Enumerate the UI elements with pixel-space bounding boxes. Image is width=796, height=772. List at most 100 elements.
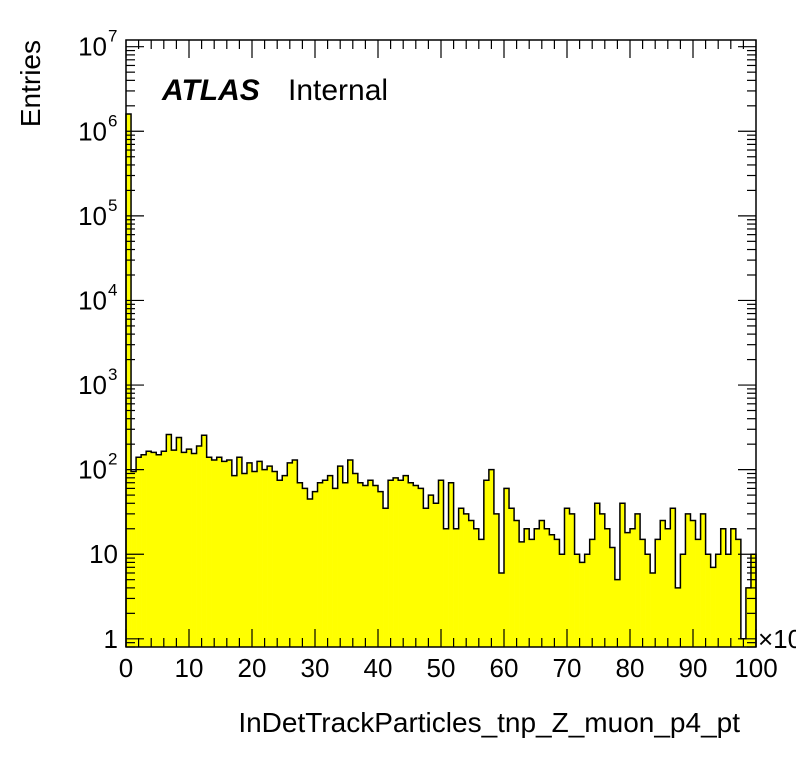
histogram-bin (327, 475, 333, 647)
histogram-bin (624, 532, 631, 647)
histogram-bin (216, 457, 223, 647)
histogram-bin (312, 491, 318, 647)
histogram-bin (483, 480, 490, 647)
histogram-bin (246, 462, 253, 647)
histogram-bin (488, 469, 495, 647)
histogram-bin (690, 520, 696, 647)
histogram-bin (297, 482, 303, 647)
histogram-bin (670, 508, 676, 647)
histogram-bin (478, 539, 485, 647)
histogram-bin (302, 488, 308, 647)
histogram-bin (211, 459, 218, 647)
x-tick-label: 50 (427, 653, 456, 683)
histogram-bin (750, 554, 757, 647)
histogram-bin (433, 503, 439, 647)
internal-label: Internal (288, 74, 388, 107)
histogram-bin (352, 473, 359, 647)
histogram-bin (252, 471, 258, 647)
x-tick-label: 20 (238, 653, 267, 683)
histogram-bin (438, 480, 444, 647)
histogram-bin (549, 534, 555, 647)
histogram-bin (473, 528, 480, 647)
histogram-bin (307, 498, 313, 647)
x-multiplier-label: ×10 (758, 624, 796, 654)
histogram-bin (574, 554, 580, 647)
histogram-bin (544, 528, 550, 647)
x-tick-label: 80 (616, 653, 645, 683)
y-tick-exponent: 6 (108, 111, 117, 130)
histogram-bin (267, 466, 273, 647)
histogram-bin (388, 480, 394, 647)
histogram-bin (292, 459, 298, 647)
histogram-bin (423, 508, 429, 647)
histogram-bin (493, 513, 500, 647)
histogram-bin (362, 485, 369, 647)
histogram-bin (277, 480, 283, 647)
histogram-bin (735, 539, 742, 647)
histogram-bin (146, 451, 152, 647)
histogram-bin (257, 461, 263, 647)
histogram-bin (554, 539, 560, 647)
histogram-bin (589, 539, 596, 647)
histogram-bin (131, 471, 137, 647)
histogram-bin (504, 488, 510, 647)
x-tick-labels: 0 10 20 30 40 50 60 70 80 90 100 (119, 653, 778, 683)
histogram-outline (125, 113, 757, 647)
histogram-bin (156, 454, 162, 647)
histogram-bin (599, 513, 606, 647)
histogram-bin (650, 572, 656, 647)
histogram-bin (584, 554, 590, 647)
x-tick-label: 0 (119, 653, 133, 683)
histogram-bin (594, 503, 601, 647)
histogram-bin (680, 554, 686, 647)
y-tick-label: 10 (78, 116, 107, 146)
y-axis-title: Entries (15, 40, 46, 127)
y-tick-exponent: 2 (108, 450, 117, 469)
histogram-bin (186, 449, 192, 647)
y-tick-label: 10 (78, 32, 107, 62)
histogram-bars (126, 114, 757, 648)
histogram-bin (569, 513, 575, 647)
histogram-bin (665, 528, 671, 647)
histogram-bin (176, 437, 182, 647)
histogram-bin (141, 454, 147, 647)
histogram-bin (337, 466, 344, 647)
histogram-bin (705, 554, 711, 647)
histogram-bin (136, 457, 142, 647)
histogram-bin (403, 475, 409, 647)
histogram-bin (614, 579, 621, 647)
histogram-bin (715, 554, 722, 647)
histogram-bin (272, 471, 278, 647)
histogram-bin (196, 446, 202, 647)
histogram-bin (166, 434, 172, 647)
histogram-bin (126, 114, 132, 648)
histogram-bin (710, 567, 716, 647)
y-tick-exponent: 7 (108, 27, 117, 46)
histogram-bin (630, 528, 636, 647)
histogram-bin (342, 482, 349, 647)
histogram-bin (635, 513, 641, 647)
y-tick-label: 10 (78, 370, 107, 400)
y-tick-label: 10 (78, 201, 107, 231)
histogram-bin (221, 461, 228, 647)
histogram-bin (206, 457, 212, 647)
histogram-bin (725, 554, 732, 647)
histogram-bin (413, 485, 419, 647)
histogram-bin (559, 554, 565, 647)
histogram-bin (443, 528, 449, 647)
histogram-bin (191, 453, 197, 647)
histogram-bin (498, 572, 505, 647)
histogram-bin (171, 450, 177, 647)
y-tick-label: 10 (89, 539, 118, 569)
histogram-bin (241, 473, 248, 647)
histogram-bin (640, 539, 646, 647)
histogram-bin (519, 541, 525, 647)
histogram-bin (262, 469, 268, 647)
histogram-bin (514, 520, 520, 647)
histogram-bin (700, 513, 706, 647)
histogram-bin (720, 528, 727, 647)
x-tick-label: 40 (364, 653, 393, 683)
histogram-bin (282, 475, 288, 647)
